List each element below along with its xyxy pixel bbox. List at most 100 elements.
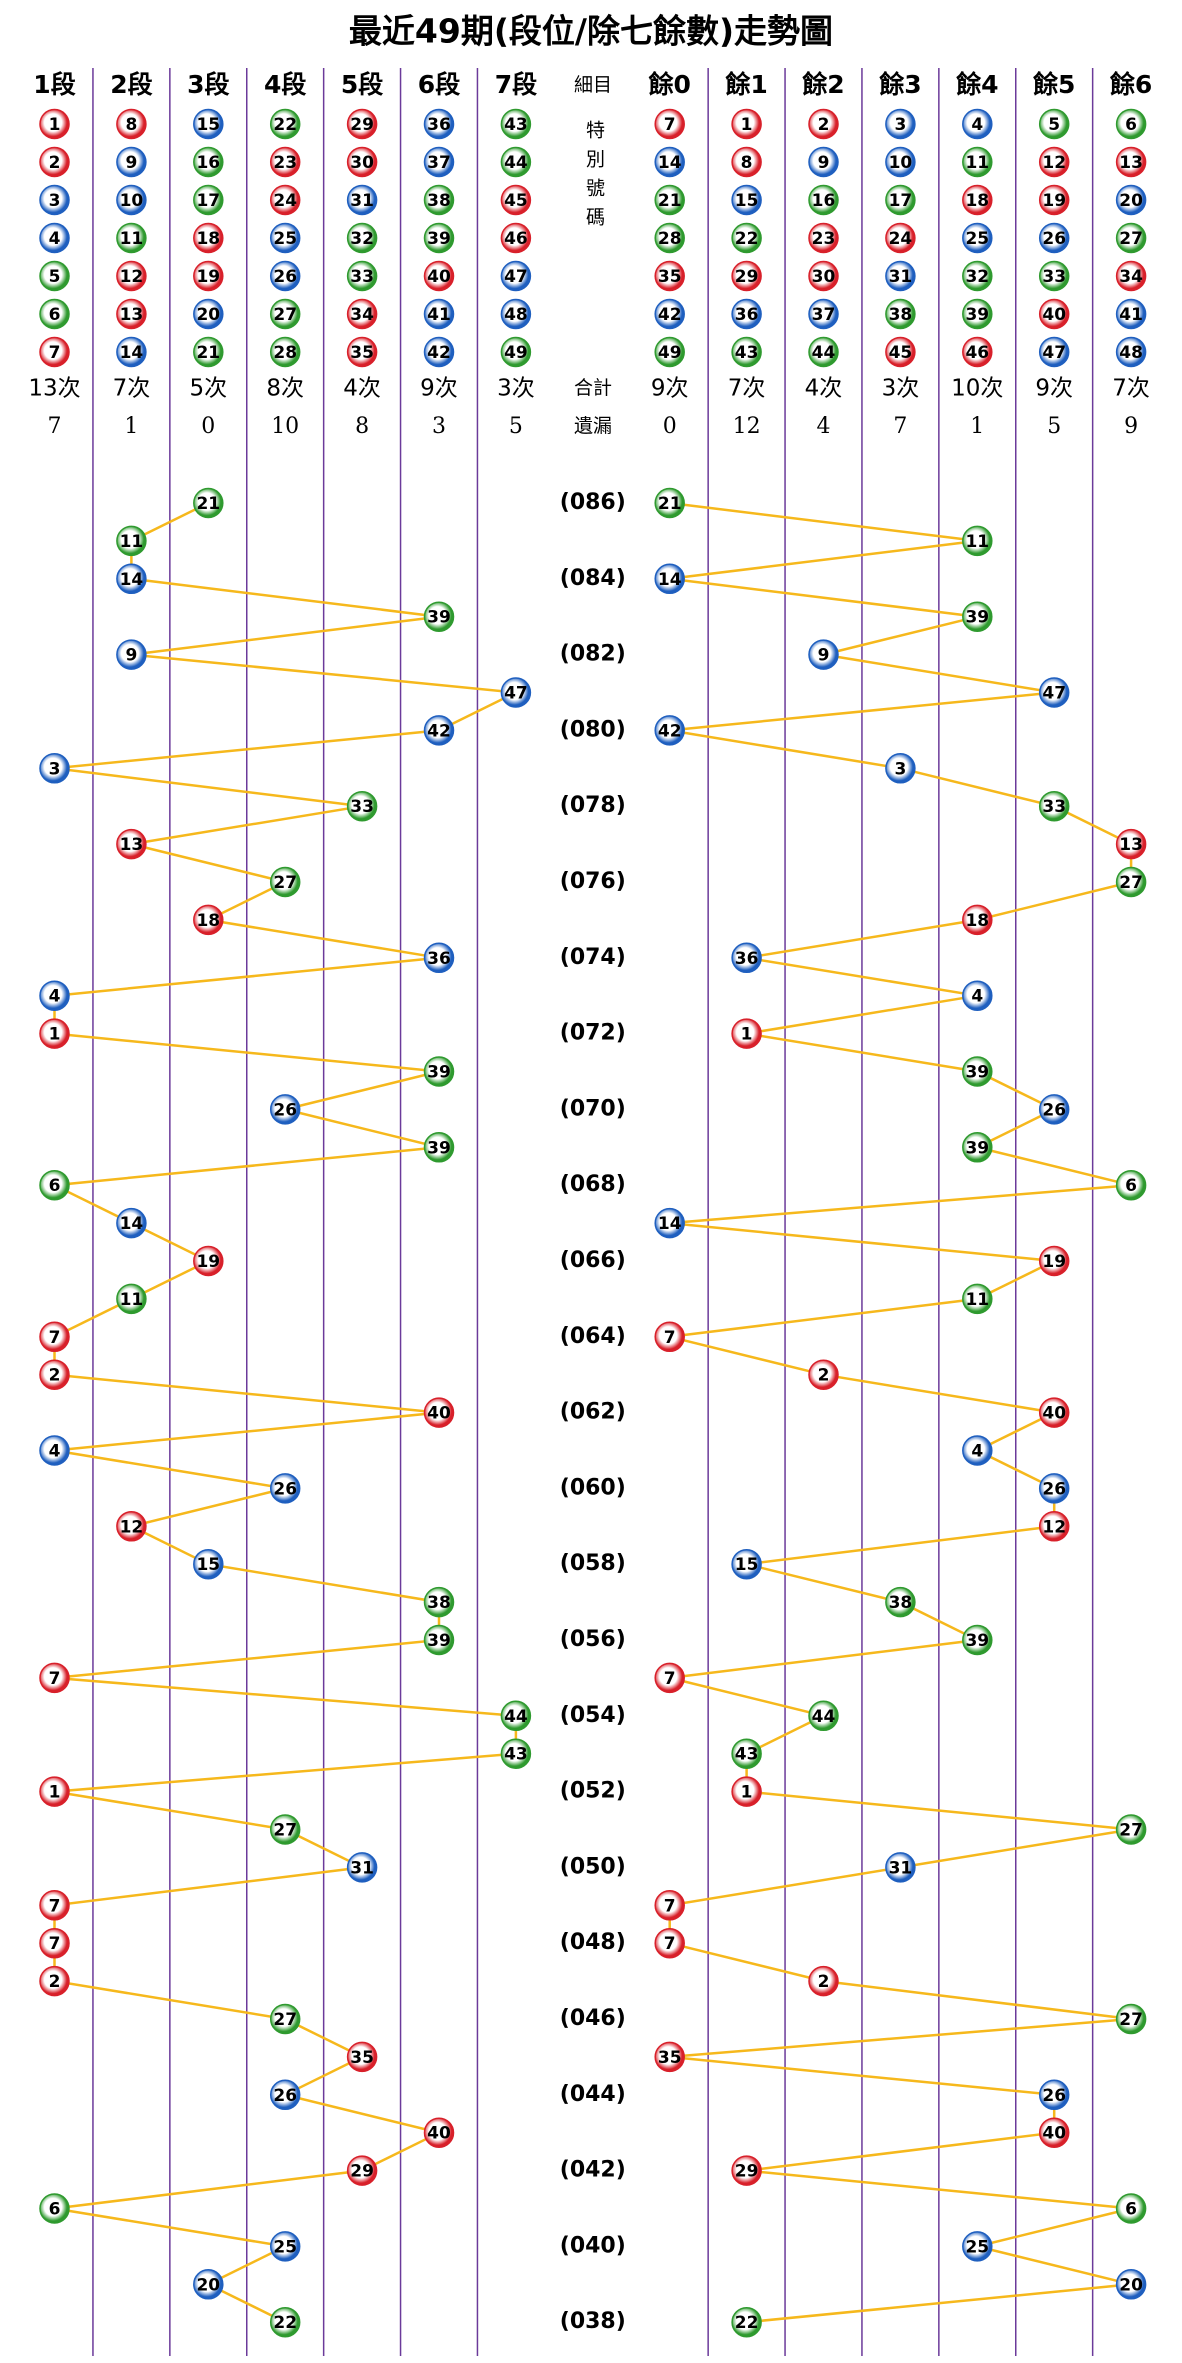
column-header: 2段 [110,70,152,99]
header-ball-number: 32 [350,229,374,249]
segment-ball [39,1018,70,1049]
header-ball-number: 40 [1042,305,1066,325]
period-label: (068) [560,1172,626,1197]
segment-ball [193,904,224,936]
missing: 0 [663,414,677,439]
remainder-ball-number: 2 [818,1366,830,1386]
remainder-ball-number: 26 [1042,1100,1066,1120]
missing: 3 [432,414,446,439]
remainder-ball [1038,1473,1070,1504]
remainder-ball-number: 40 [1042,1404,1066,1424]
segment-ball [269,2306,301,2338]
segment-ball-number: 26 [273,1479,297,1499]
missing: 5 [509,414,523,439]
header-ball-number: 41 [427,305,451,325]
header-ball-number: 25 [273,229,297,249]
header-ball-number: 44 [504,153,528,173]
column-header: 5段 [341,70,383,99]
segment-ball [39,1359,70,1390]
remainder-ball [1038,1511,1070,1542]
header-ball [1038,336,1070,368]
remainder-ball-number: 44 [812,1707,836,1727]
remainder-ball [731,1548,762,1580]
header-ball [808,260,839,292]
header-ball-number: 45 [504,191,528,211]
segment-ball-number: 4 [49,1442,61,1462]
period-label: (050) [560,1854,626,1879]
remainder-ball [731,2306,762,2338]
column-header: 餘2 [802,70,844,99]
remainder-ball [962,904,993,936]
chart-title: 最近49期(段位/除七餘數)走勢圖 [349,12,833,51]
header-ball [269,184,301,216]
header-ball [39,298,70,330]
segment-ball [423,601,455,632]
segment-ball-number: 9 [125,646,137,666]
remainder-ball [654,715,685,746]
segment-ball [423,1624,455,1656]
column-header: 餘0 [648,70,690,99]
remainder-ball [808,639,839,670]
segment-ball-number: 1 [49,1783,61,1803]
remainder-ball [731,1018,762,1049]
segment-ball [193,1548,224,1580]
segment-ball-number: 7 [49,1669,61,1689]
segment-ball-number: 44 [504,1707,528,1727]
count: 4次 [343,376,381,402]
segment-ball-number: 36 [427,949,451,969]
remainder-ball-number: 26 [1042,1479,1066,1499]
header-ball-number: 43 [504,115,528,135]
segment-ball-number: 20 [196,2275,220,2295]
remainder-ball-number: 11 [965,532,989,552]
period-label: (078) [560,793,626,818]
segment-ball [500,1738,532,1769]
remainder-ball-number: 40 [1042,2124,1066,2144]
count: 9次 [1035,376,1073,402]
header-ball [1115,108,1147,140]
remainder-ball [1038,1245,1070,1277]
period-label: (076) [560,869,626,894]
missing: 10 [271,414,299,439]
segment-ball [39,1169,70,1201]
segment-ball-number: 11 [120,1290,144,1310]
period-label: (066) [560,1248,626,1273]
count: 7次 [113,376,151,402]
segment-ball-number: 33 [350,797,374,817]
header-ball [1038,222,1070,254]
segment-ball [116,1207,147,1239]
remainder-ball [1038,677,1070,708]
count: 3次 [882,376,920,402]
segment-ball-number: 42 [427,721,451,741]
header-ball-number: 35 [350,343,374,363]
header-ball-number: 41 [1119,305,1143,325]
header-ball-number: 7 [49,343,61,363]
header-ball [885,184,916,216]
header-ball [500,222,532,254]
header-ball [731,108,762,140]
remainder-ball [962,601,993,632]
header-ball [423,336,455,368]
remainder-ball-number: 35 [658,2048,682,2068]
period-label: (052) [560,1779,626,1804]
header-ball-number: 26 [1042,229,1066,249]
header-ball [808,222,839,254]
period-label: (054) [560,1703,626,1728]
remainder-ball [1115,828,1147,860]
segment-ball [39,1321,70,1353]
segment-ball-number: 19 [196,1252,220,1272]
header-ball [962,222,993,254]
remainder-ball [731,942,762,974]
header-ball-number: 14 [120,343,144,363]
header-ball-number: 17 [889,191,913,211]
header-ball [885,260,916,292]
header-ball-number: 47 [504,267,528,287]
header-ball-number: 30 [812,267,836,287]
header-ball [346,336,378,368]
header-ball [731,298,762,330]
header-ball [731,146,762,178]
header-ball-number: 46 [965,343,989,363]
segment-ball [39,1927,70,1959]
remainder-ball-number: 4 [971,1442,983,1462]
header-ball-number: 46 [504,229,528,249]
segment-ball-number: 11 [120,532,144,552]
